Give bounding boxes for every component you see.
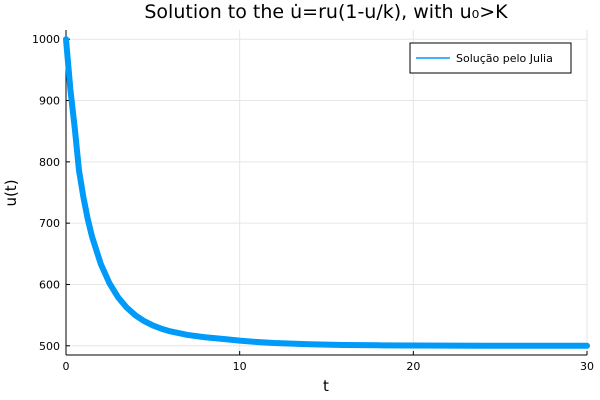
x-tick-label: 20	[406, 360, 420, 373]
y-tick-label: 900	[39, 95, 60, 108]
legend-label: Solução pelo Julia	[456, 52, 553, 65]
x-tick-label: 10	[233, 360, 247, 373]
legend: Solução pelo Julia	[409, 42, 572, 74]
y-axis-ticks: 500 600 700 800 900 1000	[32, 33, 70, 353]
x-axis-label: t	[323, 377, 329, 395]
series-line-solucao-pelo-julia	[63, 36, 590, 349]
y-tick-label: 800	[39, 156, 60, 169]
chart-title: Solution to the u̇=ru(1-u/k), with u₀>K	[144, 1, 508, 23]
y-tick-label: 600	[39, 278, 60, 291]
y-tick-label: 700	[39, 217, 60, 230]
x-axis-ticks: 0 10 20 30	[63, 351, 594, 373]
x-tick-label: 30	[580, 360, 594, 373]
y-axis-label: u(t)	[2, 179, 20, 206]
x-tick-label: 0	[63, 360, 70, 373]
y-tick-label: 500	[39, 340, 60, 353]
grid-lines	[65, 30, 588, 355]
y-tick-label: 1000	[32, 33, 60, 46]
